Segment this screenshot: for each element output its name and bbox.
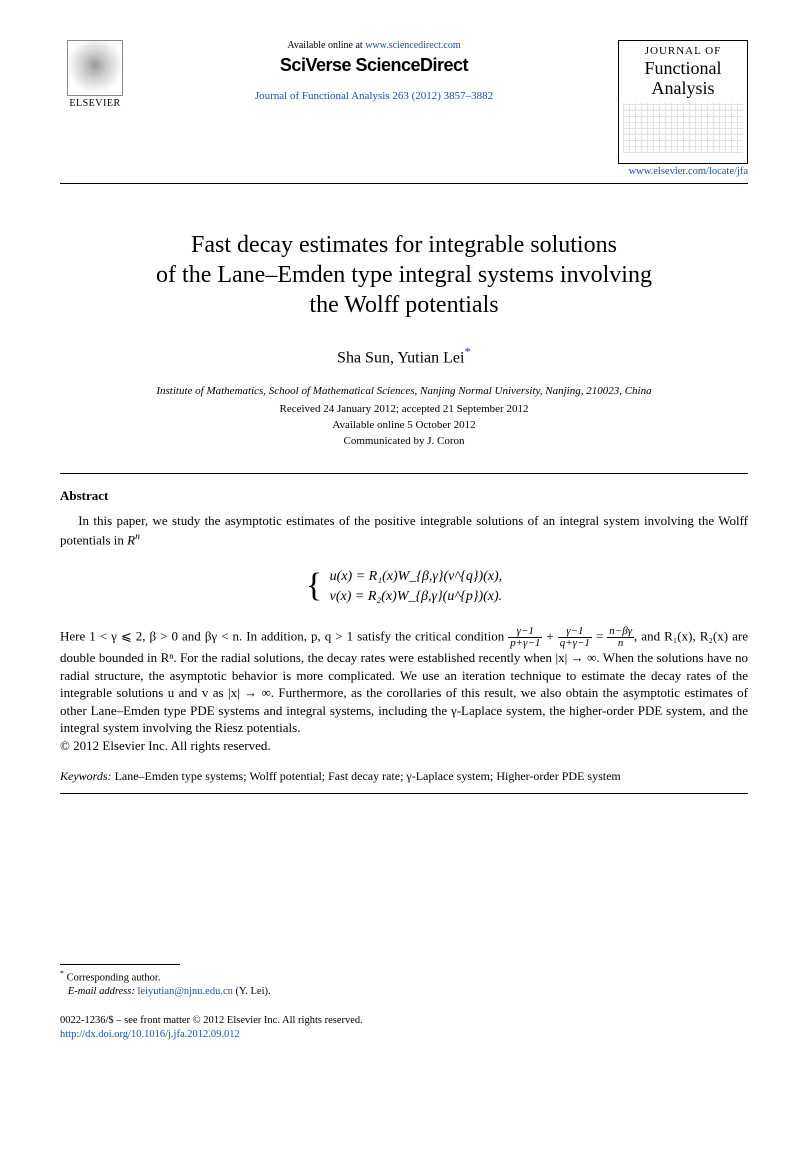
- keywords-text: Lane–Emden type systems; Wolff potential…: [115, 769, 621, 783]
- doi-link[interactable]: http://dx.doi.org/10.1016/j.jfa.2012.09.…: [60, 1029, 240, 1040]
- journal-name-line1: Functional: [623, 59, 743, 77]
- author-1: Sha Sun: [337, 349, 390, 366]
- equation-lines: u(x) = R₁(x)W_{β,γ}(v^{q})(x), v(x) = R₂…: [330, 567, 502, 608]
- affiliation: Institute of Mathematics, School of Math…: [60, 385, 748, 397]
- page-header: ELSEVIER Available online at www.science…: [60, 40, 748, 177]
- author-2: Yutian Lei: [397, 349, 464, 366]
- corresponding-footnote: * Corresponding author. E-mail address: …: [60, 969, 748, 999]
- abs-rn-n: n: [135, 531, 140, 542]
- corresponding-star-icon: *: [464, 344, 471, 359]
- email-who: (Y. Lei).: [233, 986, 271, 997]
- keywords-label: Keywords:: [60, 769, 115, 783]
- abs-rn-r: R: [127, 532, 135, 547]
- publisher-label: ELSEVIER: [69, 98, 120, 109]
- title-line-3: the Wolff potentials: [309, 292, 498, 318]
- abs-p1-text: In this paper, we study the asymptotic e…: [60, 513, 748, 547]
- issn-line: 0022-1236/$ – see front matter © 2012 El…: [60, 1015, 363, 1026]
- author-email-link[interactable]: leiyutian@njnu.edu.cn: [137, 986, 232, 997]
- journal-cover-art-icon: [623, 103, 743, 153]
- equation-2: v(x) = R₂(x)W_{β,γ}(u^{p})(x).: [330, 589, 502, 604]
- publisher-logo: ELSEVIER: [60, 40, 130, 109]
- header-rule: [60, 183, 748, 184]
- frac2-den: q+γ−1: [558, 638, 592, 649]
- title-line-1: Fast decay estimates for integrable solu…: [191, 232, 617, 258]
- footnote-star-icon: *: [60, 969, 64, 978]
- abs-p2-a: Here 1 < γ ⩽ 2, β > 0 and βγ < n. In add…: [60, 629, 508, 644]
- abstract-para-2: Here 1 < γ ⩽ 2, β > 0 and βγ < n. In add…: [60, 626, 748, 737]
- sciencedirect-link[interactable]: www.sciencedirect.com: [365, 40, 460, 51]
- abstract-para-1: In this paper, we study the asymptotic e…: [60, 512, 748, 548]
- abstract-body: In this paper, we study the asymptotic e…: [60, 512, 748, 754]
- email-label: E-mail address:: [68, 986, 138, 997]
- journal-locate-link[interactable]: www.elsevier.com/locate/jfa: [618, 166, 748, 177]
- communicated-by: Communicated by J. Coron: [60, 435, 748, 447]
- available-online: Available online 5 October 2012: [60, 419, 748, 431]
- footnote-rule: [60, 964, 180, 965]
- footer-spacer: [60, 794, 748, 964]
- author-line: Sha Sun, Yutian Lei*: [60, 344, 748, 367]
- journal-name-line2: Analysis: [623, 79, 743, 97]
- elsevier-tree-icon: [67, 40, 123, 96]
- available-prefix: Available online at: [287, 40, 365, 51]
- abs-eq: =: [592, 629, 607, 644]
- abs-p2-b: , and R₁(x), R₂(x) are double bounded in…: [60, 629, 748, 736]
- platform-brand: SciVerse ScienceDirect: [140, 55, 608, 76]
- page-footer: 0022-1236/$ – see front matter © 2012 El…: [60, 1014, 748, 1041]
- abstract-heading: Abstract: [60, 488, 748, 504]
- keywords-block: Keywords: Lane–Emden type systems; Wolff…: [60, 768, 748, 784]
- frac3-den: n: [607, 638, 634, 649]
- equation-system: { u(x) = R₁(x)W_{β,γ}(v^{q})(x), v(x) = …: [60, 563, 748, 612]
- frac-2: γ−1q+γ−1: [558, 626, 592, 649]
- journal-cover-block: JOURNAL OF Functional Analysis www.elsev…: [618, 40, 748, 177]
- article-dates: Received 24 January 2012; accepted 21 Se…: [60, 403, 748, 447]
- abstract-copyright: © 2012 Elsevier Inc. All rights reserved…: [60, 737, 748, 755]
- paper-title: Fast decay estimates for integrable solu…: [60, 230, 748, 320]
- received-accepted: Received 24 January 2012; accepted 21 Se…: [60, 403, 748, 415]
- journal-of-label: JOURNAL OF: [623, 45, 743, 57]
- frac1-den: p+γ−1: [508, 638, 542, 649]
- corr-author-label: Corresponding author.: [67, 972, 161, 983]
- header-center: Available online at www.sciencedirect.co…: [130, 40, 618, 102]
- frac-3: n−βγn: [607, 626, 634, 649]
- abs-plus: +: [542, 629, 557, 644]
- equation-1: u(x) = R₁(x)W_{β,γ}(v^{q})(x),: [330, 569, 502, 584]
- abstract-top-rule: [60, 473, 748, 474]
- left-brace-icon: {: [306, 561, 322, 610]
- journal-cover: JOURNAL OF Functional Analysis: [618, 40, 748, 164]
- title-line-2: of the Lane–Emden type integral systems …: [156, 262, 652, 288]
- frac-1: γ−1p+γ−1: [508, 626, 542, 649]
- available-online-line: Available online at www.sciencedirect.co…: [140, 40, 608, 51]
- journal-reference[interactable]: Journal of Functional Analysis 263 (2012…: [140, 90, 608, 102]
